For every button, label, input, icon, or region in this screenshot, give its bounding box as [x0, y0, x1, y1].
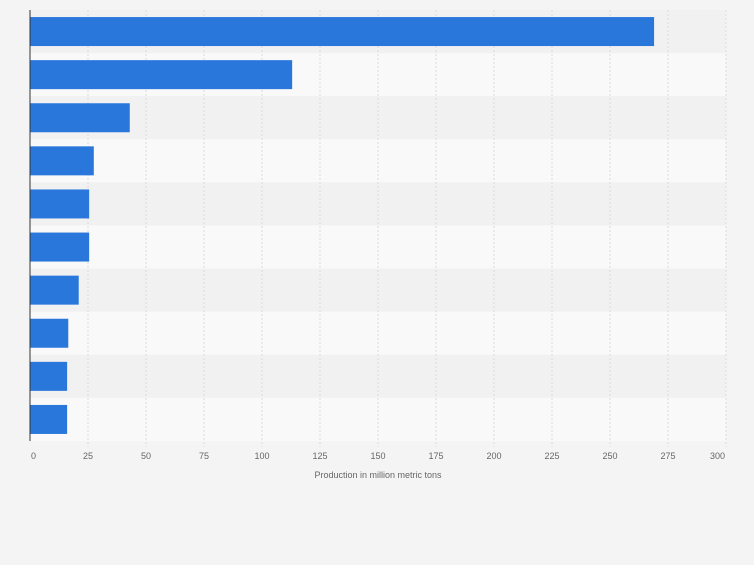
bar[interactable]: [30, 103, 130, 133]
x-tick-label: 125: [312, 451, 327, 461]
x-tick-label: 275: [660, 451, 675, 461]
x-tick-label: 300: [710, 451, 725, 461]
x-axis-label: Production in million metric tons: [314, 470, 442, 480]
bar[interactable]: [30, 189, 90, 219]
bar[interactable]: [30, 60, 293, 90]
x-tick-label: 50: [141, 451, 151, 461]
bar[interactable]: [30, 318, 69, 348]
x-tick-label: 150: [370, 451, 385, 461]
bar[interactable]: [30, 361, 68, 391]
bar[interactable]: [30, 232, 90, 262]
x-tick-label: 200: [486, 451, 501, 461]
bar[interactable]: [30, 275, 79, 305]
bar[interactable]: [30, 146, 94, 176]
bars: [30, 17, 655, 434]
x-tick-label: 100: [254, 451, 269, 461]
x-tick-label: 175: [428, 451, 443, 461]
x-tick-label: 250: [602, 451, 617, 461]
x-tick-label: 25: [83, 451, 93, 461]
x-tick-label: 75: [199, 451, 209, 461]
bar[interactable]: [30, 17, 655, 47]
x-tick-labels: 0 25 50 75 100 125 150 175 200 225 250 275 300: [31, 451, 725, 461]
x-tick-label: 225: [544, 451, 559, 461]
bar[interactable]: [30, 404, 68, 434]
x-tick-label: 0: [31, 451, 36, 461]
